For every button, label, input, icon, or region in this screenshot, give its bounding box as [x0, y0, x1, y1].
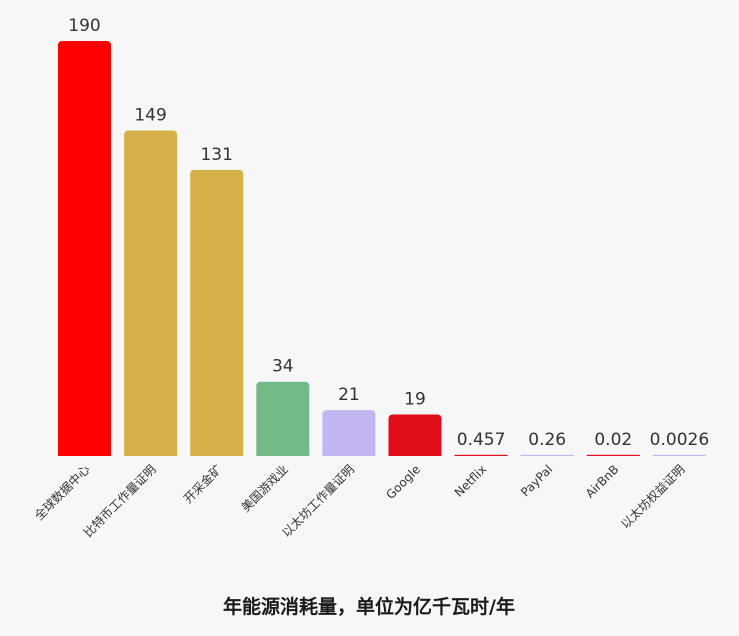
- category-label-1: 比特币工作量证明: [80, 462, 158, 540]
- value-label-2: 131: [200, 145, 232, 165]
- bar-2: [190, 169, 244, 457]
- category-label-4: 以太坊工作量证明: [279, 462, 357, 540]
- value-labels-group: 190 149 131 34 21 19 0.457 0.26 0.02 0.0026: [68, 16, 709, 450]
- chart-title: 年能源消耗量，单位为亿千瓦时/年: [223, 595, 515, 618]
- bar-8: [586, 454, 640, 456]
- bar-base-5: [388, 452, 442, 456]
- value-label-3: 34: [272, 357, 294, 377]
- bar-base-3: [256, 452, 310, 456]
- bar-base-2: [190, 452, 244, 456]
- category-label-8: AirBnB: [583, 462, 622, 501]
- category-label-2: 开采金矿: [180, 462, 225, 507]
- bar-0: [58, 41, 111, 456]
- bar-6: [454, 454, 508, 456]
- value-label-6: 0.457: [457, 430, 506, 450]
- value-label-4: 21: [338, 385, 360, 405]
- category-label-0: 全球数据中心: [31, 462, 93, 524]
- value-label-9: 0.0026: [650, 430, 709, 450]
- value-label-7: 0.26: [528, 430, 566, 450]
- bar-1: [124, 130, 178, 457]
- category-label-6: Netflix: [452, 462, 490, 500]
- category-label-9: 以太坊权益证明: [618, 462, 688, 532]
- bar-3: [256, 381, 310, 456]
- value-label-0: 190: [68, 16, 100, 36]
- value-label-8: 0.02: [594, 430, 632, 450]
- bars-group: [58, 41, 706, 457]
- category-label-5: Google: [383, 462, 423, 502]
- category-label-3: 美国游戏业: [239, 462, 291, 514]
- bar-7: [520, 454, 574, 456]
- bar-base-4: [322, 452, 376, 456]
- value-label-5: 19: [404, 390, 426, 410]
- category-label-7: PayPal: [518, 462, 555, 499]
- bar-9: [652, 454, 706, 456]
- value-label-1: 149: [134, 106, 166, 126]
- bar-base-1: [124, 452, 178, 456]
- bar-base-0: [58, 452, 111, 456]
- bar-5: [388, 414, 442, 456]
- bar-4: [322, 410, 376, 456]
